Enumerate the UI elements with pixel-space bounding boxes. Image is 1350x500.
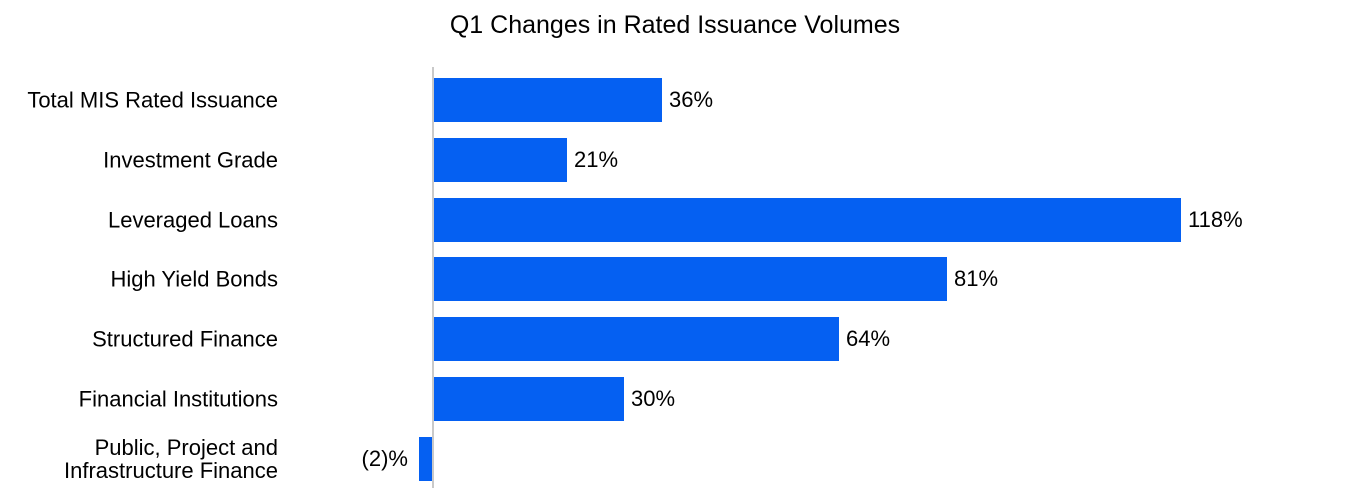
- bar: [434, 198, 1181, 242]
- value-label: 64%: [846, 326, 891, 351]
- category-label: Financial Institutions: [78, 386, 278, 412]
- bar: [434, 317, 839, 361]
- category-label: High Yield Bonds: [110, 266, 278, 292]
- category-label: Investment Grade: [103, 147, 278, 173]
- category-label: Leveraged Loans: [107, 207, 278, 233]
- value-label: 118%: [1188, 207, 1243, 232]
- value-label: 81%: [954, 266, 999, 291]
- chart-title: Q1 Changes in Rated Issuance Volumes: [449, 11, 901, 39]
- bar: [434, 377, 624, 421]
- bar: [419, 437, 432, 481]
- category-label: Structured Finance: [92, 326, 278, 352]
- bar: [434, 138, 567, 182]
- category-label: Public, Project and Infrastructure Finan…: [64, 435, 278, 483]
- bar: [434, 78, 662, 122]
- value-label: 36%: [669, 87, 714, 112]
- value-label: (2)%: [361, 446, 408, 471]
- value-label: 21%: [574, 147, 619, 172]
- category-label: Total MIS Rated Issuance: [27, 87, 278, 113]
- zero-axis-line: [432, 67, 434, 488]
- value-label: 30%: [631, 386, 676, 411]
- bar: [434, 257, 947, 301]
